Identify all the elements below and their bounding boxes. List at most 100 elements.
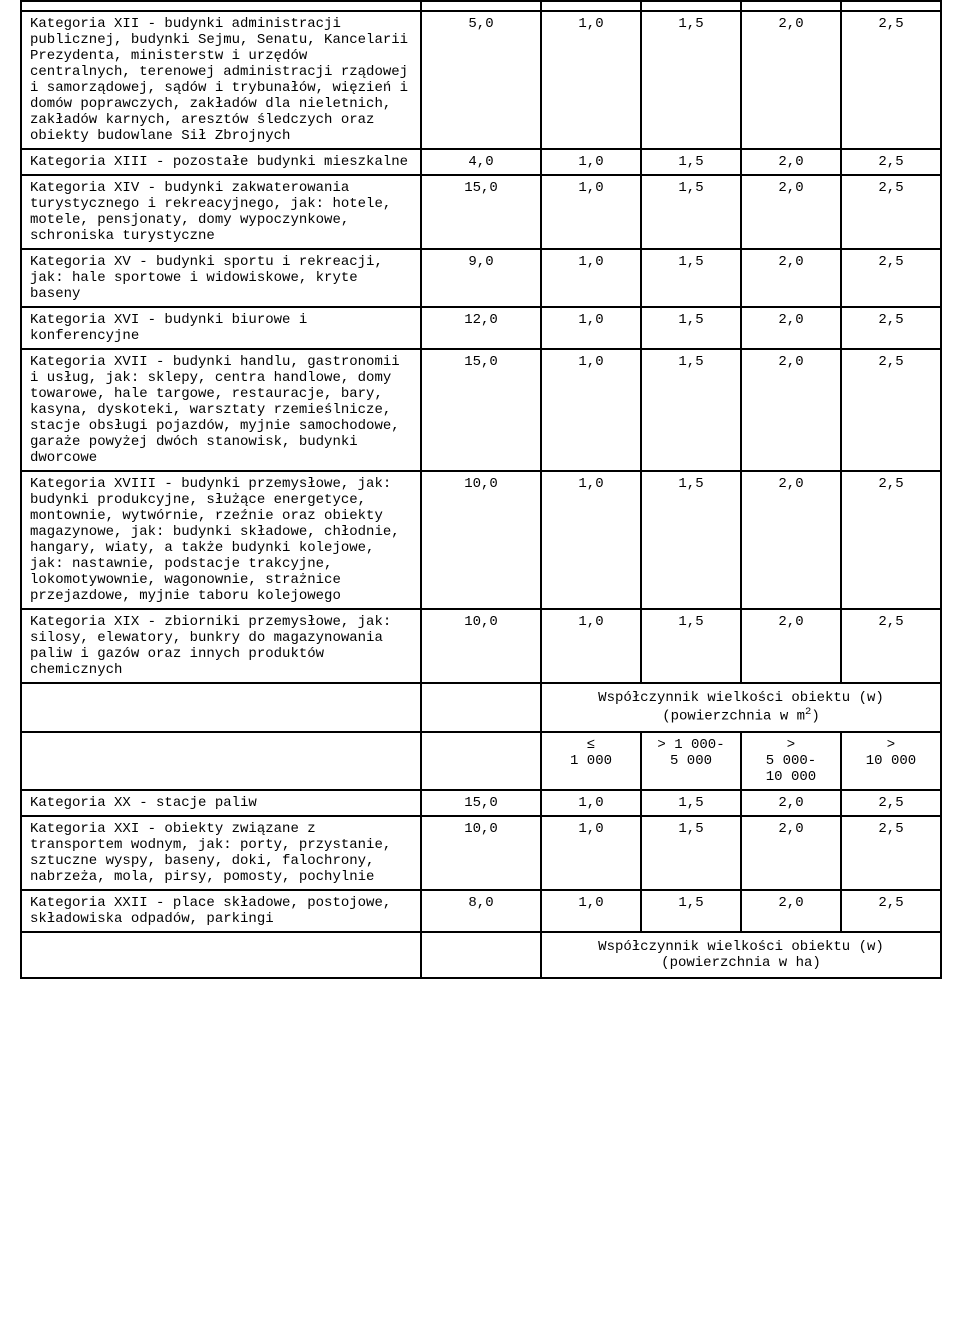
category-value: 1,0 <box>541 249 641 307</box>
col-h4-l1: > <box>887 737 895 753</box>
col-h3-l3: 10 000 <box>766 769 816 785</box>
table-row: Kategoria XV - budynki sportu i rekreacj… <box>21 249 941 307</box>
category-value: 1,0 <box>541 175 641 249</box>
cell-empty <box>21 683 421 732</box>
category-value: 1,0 <box>541 471 641 609</box>
category-value: 1,5 <box>641 790 741 816</box>
category-value: 2,5 <box>841 349 941 471</box>
category-value: 5,0 <box>421 11 541 149</box>
category-value: 1,0 <box>541 11 641 149</box>
table-row: Kategoria XVII - budynki handlu, gastron… <box>21 349 941 471</box>
category-value: 1,0 <box>541 149 641 175</box>
category-value: 4,0 <box>421 149 541 175</box>
category-value: 1,5 <box>641 471 741 609</box>
column-header: > 1 000- 5 000 <box>641 732 741 790</box>
table-header-row: Współczynnik wielkości obiektu (w) (powi… <box>21 932 941 978</box>
cell-empty <box>541 1 641 11</box>
category-label: Kategoria XXI - obiekty związane z trans… <box>21 816 421 890</box>
cell-empty <box>421 1 541 11</box>
category-value: 2,5 <box>841 11 941 149</box>
header-title-line2-pre: (powierzchnia w m <box>662 709 805 725</box>
table-header-row: ≤ 1 000 > 1 000- 5 000 > 5 000- 10 000 >… <box>21 732 941 790</box>
category-value: 2,5 <box>841 471 941 609</box>
table-row: Kategoria XXII - place składowe, postojo… <box>21 890 941 932</box>
table-row: Kategoria XIX - zbiorniki przemysłowe, j… <box>21 609 941 683</box>
category-value: 1,0 <box>541 609 641 683</box>
table-row-empty <box>21 1 941 11</box>
cell-empty <box>21 732 421 790</box>
table-row: Kategoria XXI - obiekty związane z trans… <box>21 816 941 890</box>
category-label: Kategoria XIII - pozostałe budynki miesz… <box>21 149 421 175</box>
category-label: Kategoria XXII - place składowe, postojo… <box>21 890 421 932</box>
cell-empty <box>421 932 541 978</box>
col-h2-l2: 5 000 <box>670 753 712 769</box>
category-value: 10,0 <box>421 816 541 890</box>
category-value: 1,0 <box>541 349 641 471</box>
category-value: 2,0 <box>741 11 841 149</box>
col-h4-l2: 10 000 <box>866 753 916 769</box>
category-value: 1,0 <box>541 890 641 932</box>
category-value: 2,5 <box>841 609 941 683</box>
category-label: Kategoria XVIII - budynki przemysłowe, j… <box>21 471 421 609</box>
category-label: Kategoria XIV - budynki zakwaterowania t… <box>21 175 421 249</box>
category-value: 2,0 <box>741 349 841 471</box>
categories-table: Kategoria XII - budynki administracji pu… <box>20 0 942 979</box>
header-title-line1: Współczynnik wielkości obiektu (w) <box>598 690 884 706</box>
category-value: 1,5 <box>641 349 741 471</box>
category-value: 1,5 <box>641 609 741 683</box>
category-label: Kategoria XVI - budynki biurowe i konfer… <box>21 307 421 349</box>
column-header: ≤ 1 000 <box>541 732 641 790</box>
table-row: Kategoria XII - budynki administracji pu… <box>21 11 941 149</box>
cell-empty <box>841 1 941 11</box>
section-header-ha: Współczynnik wielkości obiektu (w) (powi… <box>541 932 941 978</box>
category-label: Kategoria XX - stacje paliw <box>21 790 421 816</box>
category-value: 15,0 <box>421 175 541 249</box>
category-value: 2,0 <box>741 307 841 349</box>
category-value: 2,0 <box>741 175 841 249</box>
col-h1-l1: ≤ <box>587 737 595 753</box>
cell-empty <box>21 932 421 978</box>
category-value: 15,0 <box>421 349 541 471</box>
category-value: 1,5 <box>641 816 741 890</box>
category-value: 2,0 <box>741 609 841 683</box>
category-label: Kategoria XVII - budynki handlu, gastron… <box>21 349 421 471</box>
table-row: Kategoria XIII - pozostałe budynki miesz… <box>21 149 941 175</box>
category-value: 1,0 <box>541 816 641 890</box>
category-value: 2,5 <box>841 816 941 890</box>
category-value: 15,0 <box>421 790 541 816</box>
table-row: Kategoria XX - stacje paliw 15,0 1,0 1,5… <box>21 790 941 816</box>
category-value: 1,0 <box>541 307 641 349</box>
category-label: Kategoria XII - budynki administracji pu… <box>21 11 421 149</box>
category-value: 10,0 <box>421 471 541 609</box>
table-row: Kategoria XVI - budynki biurowe i konfer… <box>21 307 941 349</box>
col-h2-l1: > 1 000- <box>657 737 724 753</box>
category-value: 2,0 <box>741 790 841 816</box>
cell-empty <box>421 732 541 790</box>
category-value: 2,5 <box>841 890 941 932</box>
category-value: 2,0 <box>741 816 841 890</box>
category-label: Kategoria XIX - zbiorniki przemysłowe, j… <box>21 609 421 683</box>
category-value: 10,0 <box>421 609 541 683</box>
category-value: 1,5 <box>641 11 741 149</box>
table-row: Kategoria XIV - budynki zakwaterowania t… <box>21 175 941 249</box>
category-value: 12,0 <box>421 307 541 349</box>
header-ha-line2: (powierzchnia w ha) <box>661 955 821 971</box>
category-value: 1,0 <box>541 790 641 816</box>
category-value: 1,5 <box>641 307 741 349</box>
category-value: 2,5 <box>841 790 941 816</box>
cell-empty <box>21 1 421 11</box>
col-h3-l2: 5 000- <box>766 753 816 769</box>
category-value: 1,5 <box>641 249 741 307</box>
category-value: 2,5 <box>841 307 941 349</box>
cell-empty <box>741 1 841 11</box>
table-row: Kategoria XVIII - budynki przemysłowe, j… <box>21 471 941 609</box>
section-header-m2: Współczynnik wielkości obiektu (w) (powi… <box>541 683 941 732</box>
column-header: > 5 000- 10 000 <box>741 732 841 790</box>
category-value: 8,0 <box>421 890 541 932</box>
col-h1-l2: 1 000 <box>570 753 612 769</box>
category-value: 2,5 <box>841 149 941 175</box>
page-container: { "columns": { "c1_width": 400, "c2_widt… <box>0 0 960 979</box>
header-ha-line1: Współczynnik wielkości obiektu (w) <box>598 939 884 955</box>
category-value: 1,5 <box>641 175 741 249</box>
category-value: 2,5 <box>841 175 941 249</box>
